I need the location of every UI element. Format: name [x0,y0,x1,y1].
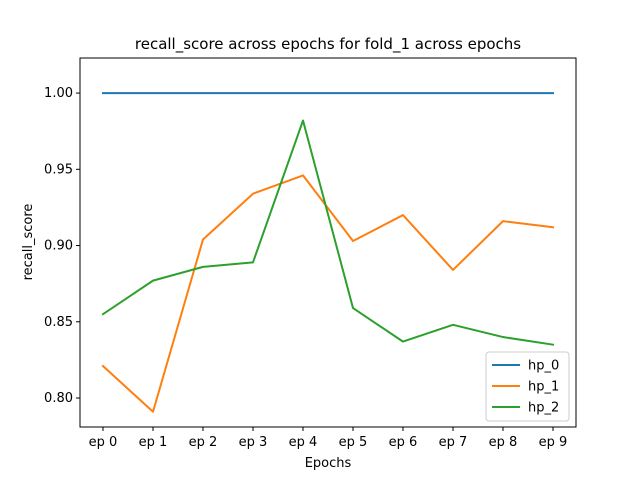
legend-label-hp-0: hp_0 [528,359,559,374]
series-line-hp-1 [101,174,555,413]
x-tick-label: ep 2 [189,435,218,450]
series-line-hp-2 [101,119,555,346]
legend-label-hp-2: hp_2 [528,401,559,416]
y-tick-label: 0.95 [44,162,73,177]
x-tick-label: ep 5 [339,435,368,450]
x-axis-label: Epochs [305,456,352,471]
x-tick-label: ep 6 [389,435,418,450]
x-tick-label: ep 1 [139,435,168,450]
chart-title: recall_score across epochs for fold_1 ac… [135,35,521,54]
legend: hp_0 hp_1 hp_2 [485,351,570,422]
y-axis-label: recall_score [21,204,36,281]
x-tick-label: ep 0 [89,435,118,450]
x-axis: ep 0 ep 1 ep 2 ep 3 ep 4 ep 5 ep 6 ep 7 ep 8 ep 9 [89,427,568,450]
x-tick-label: ep 4 [289,435,318,450]
legend-label-hp-1: hp_1 [528,380,559,395]
y-tick-label: 0.80 [44,391,73,406]
y-tick-label: 1.00 [44,86,73,101]
y-tick-label: 0.90 [44,239,73,254]
x-tick-label: ep 7 [439,435,468,450]
x-tick-label: ep 8 [489,435,518,450]
x-tick-label: ep 9 [539,435,568,450]
x-tick-label: ep 3 [239,435,268,450]
series-layer [101,92,555,413]
y-axis: 0.80 0.85 0.90 0.95 1.00 [44,86,80,406]
y-tick-label: 0.85 [44,315,73,330]
legend-box [485,351,570,422]
